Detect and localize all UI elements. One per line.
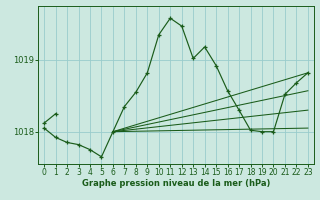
X-axis label: Graphe pression niveau de la mer (hPa): Graphe pression niveau de la mer (hPa) (82, 179, 270, 188)
